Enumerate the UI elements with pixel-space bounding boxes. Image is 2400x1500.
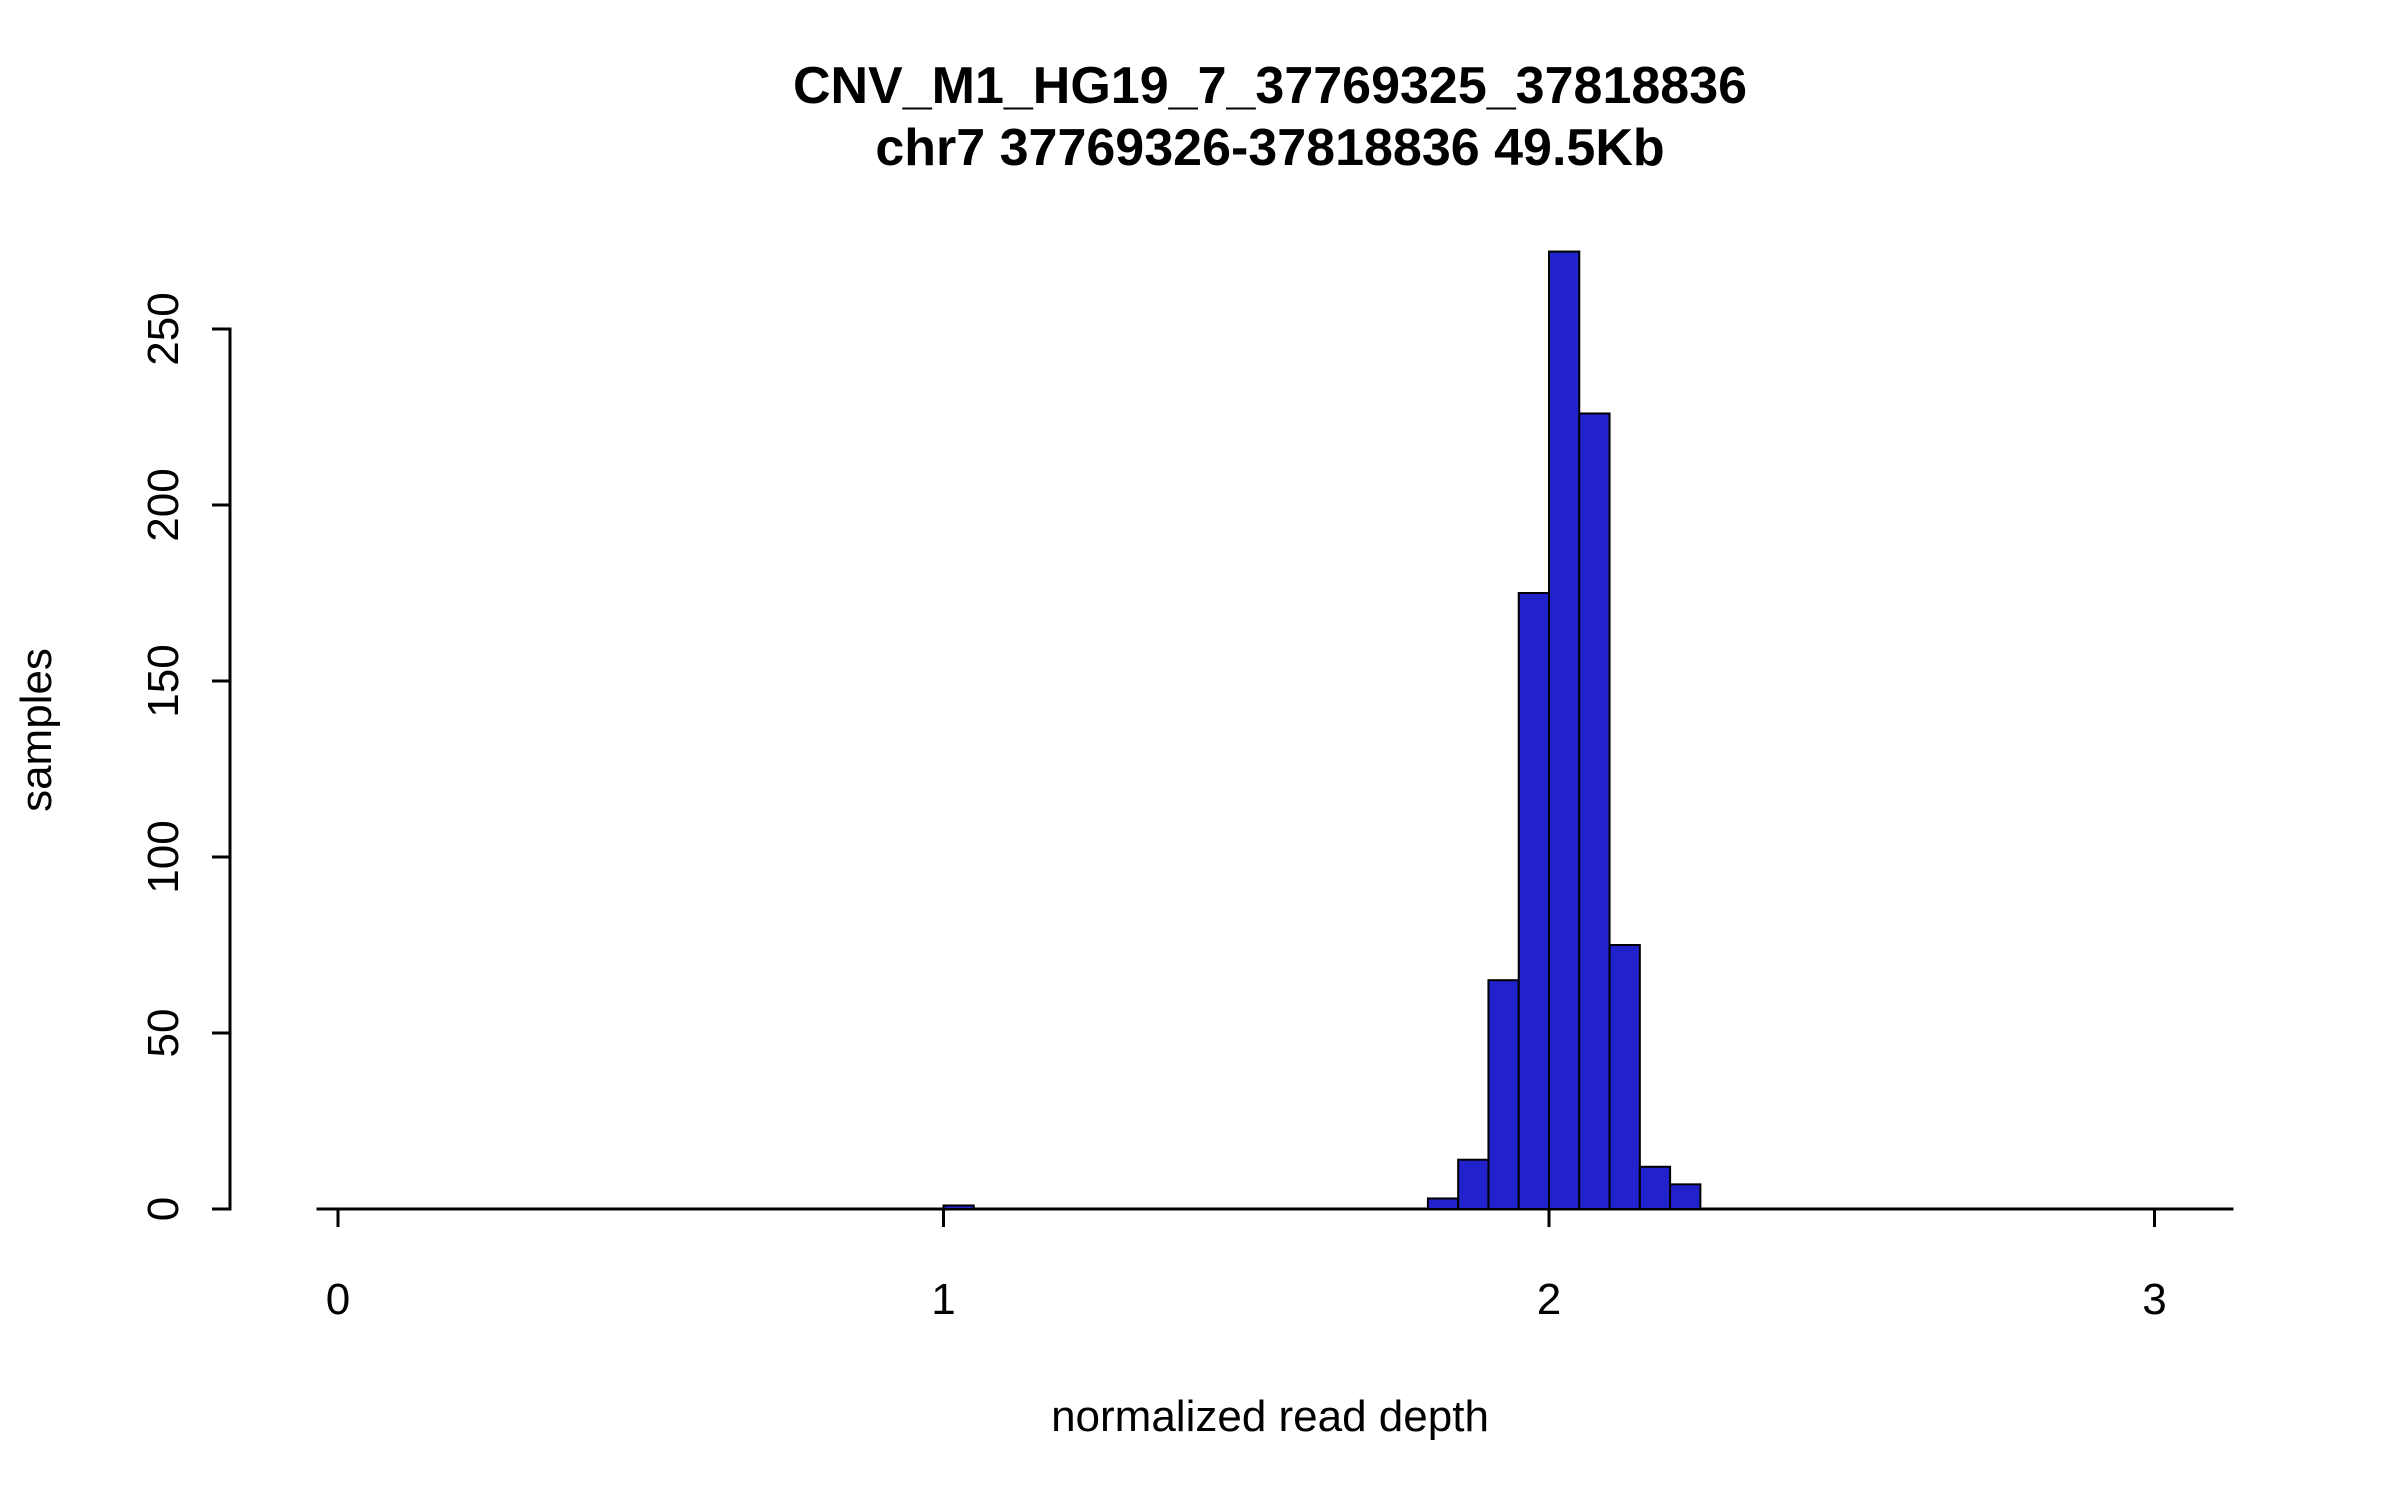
x-tick-label: 0 [326, 1275, 350, 1324]
histogram-bar [1457, 1158, 1490, 1210]
y-tick-label: 150 [139, 644, 188, 717]
x-axis-label: normalized read depth [1051, 1392, 1489, 1441]
y-tick-label: 100 [139, 820, 188, 893]
y-tick-label: 0 [139, 1197, 188, 1221]
histogram-bar [1487, 979, 1520, 1211]
x-tick-label: 2 [1537, 1275, 1561, 1324]
histogram-bar [942, 1204, 975, 1210]
y-tick-label: 200 [139, 468, 188, 541]
y-tick-label: 250 [139, 292, 188, 365]
y-tick-label: 50 [139, 1009, 188, 1058]
histogram-bar [1578, 412, 1611, 1211]
x-tick-label: 3 [2142, 1275, 2166, 1324]
histogram-bar [1608, 944, 1641, 1210]
chart-subtitle: chr7 37769326-37818836 49.5Kb [875, 119, 1665, 177]
histogram-bar [1669, 1183, 1702, 1210]
histogram-bar [1548, 250, 1581, 1210]
histogram-bar [1517, 592, 1550, 1210]
x-tick-label: 1 [931, 1275, 955, 1324]
chart-title: CNV_M1_HG19_7_37769325_37818836 [792, 57, 1748, 115]
histogram-bar [1426, 1197, 1460, 1210]
histogram-bar [1638, 1165, 1672, 1211]
